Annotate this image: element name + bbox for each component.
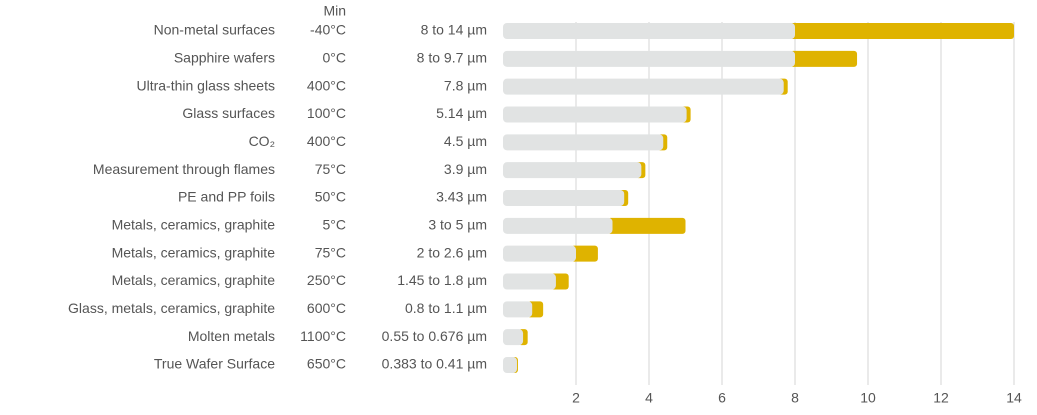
category-label: CO₂ [249, 133, 275, 149]
value-label: 2 to 2.6 µm [417, 244, 487, 260]
x-tick-label: 8 [791, 390, 799, 406]
value-label: 3.43 µm [436, 189, 487, 205]
range-bar [790, 23, 1014, 39]
base-bar [503, 50, 795, 67]
min-temp: 400°C [307, 77, 346, 93]
category-label: Metals, ceramics, graphite [112, 217, 276, 233]
range-bar [790, 50, 858, 67]
min-header: Min [323, 3, 346, 19]
base-bar [503, 357, 517, 373]
base-bar [503, 329, 524, 346]
base-bar [503, 106, 687, 123]
min-temp: 75°C [315, 244, 346, 260]
category-label: Molten metals [188, 328, 275, 344]
base-bar [503, 78, 784, 95]
category-label: Glass, metals, ceramics, graphite [68, 300, 275, 316]
x-tick-label: 2 [572, 390, 580, 406]
category-label: Measurement through flames [93, 161, 275, 177]
value-label: 3 to 5 µm [428, 217, 487, 233]
base-bar [503, 23, 795, 39]
base-bar [503, 301, 533, 318]
min-temp: 100°C [307, 105, 346, 121]
min-temp: -40°C [310, 22, 346, 38]
base-bar [503, 245, 576, 262]
min-temp: 600°C [307, 300, 346, 316]
min-temp: 650°C [307, 356, 346, 372]
value-label: 0.8 to 1.1 µm [405, 300, 487, 316]
range-bar [571, 245, 598, 262]
x-tick-label: 10 [860, 390, 876, 406]
value-label: 8 to 9.7 µm [417, 50, 487, 66]
category-label: Metals, ceramics, graphite [112, 272, 276, 288]
category-label: Ultra-thin glass sheets [136, 77, 275, 93]
base-bar [503, 273, 556, 290]
x-tick-label: 4 [645, 390, 653, 406]
value-label: 4.5 µm [444, 133, 487, 149]
min-temp: 0°C [323, 50, 347, 66]
base-bar [503, 134, 664, 151]
value-label: 8 to 14 µm [421, 22, 487, 38]
range-bar [607, 217, 686, 234]
category-label: Non-metal surfaces [154, 22, 275, 38]
value-label: 0.383 to 0.41 µm [382, 356, 487, 372]
base-bar [503, 217, 613, 234]
x-tick-label: 6 [718, 390, 726, 406]
base-bar [503, 162, 642, 179]
value-label: 3.9 µm [444, 161, 487, 177]
category-label: PE and PP foils [178, 189, 275, 205]
min-temp: 50°C [315, 189, 346, 205]
value-label: 7.8 µm [444, 77, 487, 93]
min-temp: 5°C [323, 217, 347, 233]
min-temp: 250°C [307, 272, 346, 288]
value-label: 1.45 to 1.8 µm [397, 272, 487, 288]
base-bar [503, 190, 625, 206]
category-label: True Wafer Surface [154, 356, 275, 372]
category-label: Glass surfaces [182, 105, 275, 121]
category-label: Sapphire wafers [174, 50, 275, 66]
min-temp: 75°C [315, 161, 346, 177]
x-tick-label: 14 [1006, 390, 1022, 406]
x-tick-label: 12 [933, 390, 949, 406]
min-temp: 1100°C [300, 328, 346, 344]
value-label: 0.55 to 0.676 µm [382, 328, 487, 344]
category-label: Metals, ceramics, graphite [112, 244, 276, 260]
value-label: 5.14 µm [436, 105, 487, 121]
min-temp: 400°C [307, 133, 346, 149]
